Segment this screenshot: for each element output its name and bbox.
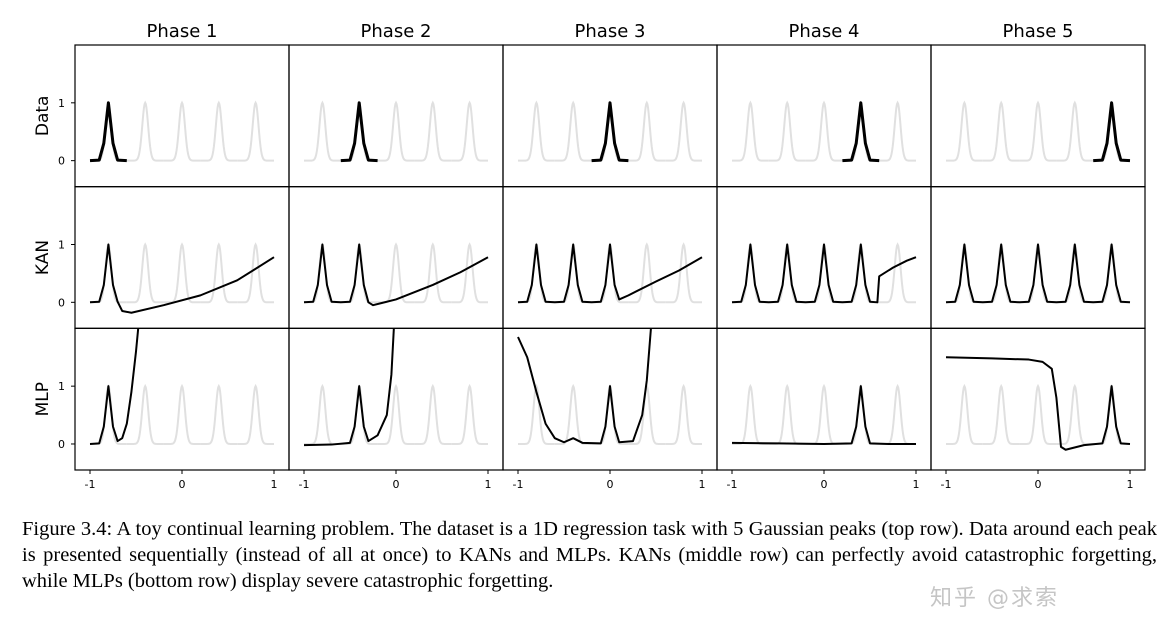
target-peak-data-2-1 — [304, 100, 341, 162]
xtick-label-phase-5--1: -1 — [941, 478, 952, 491]
xtick-label-phase-2-1: 1 — [485, 478, 492, 491]
target-peak-mlp-1-3 — [163, 383, 201, 445]
curve-kan-phase-2 — [303, 243, 489, 307]
row-label-kan: KAN — [33, 240, 53, 275]
target-peak-kan-3-5 — [665, 242, 702, 304]
target-peak-kan-1-3 — [163, 242, 201, 304]
target-peak-mlp-3-1 — [518, 383, 555, 445]
xtick-label-phase-2-0: 0 — [393, 478, 400, 491]
target-peak-data-2-3 — [377, 100, 415, 162]
target-peak-mlp-5-1 — [946, 383, 983, 445]
target-peak-mlp-2-1 — [304, 383, 341, 445]
target-peak-mlp-3-5 — [665, 383, 702, 445]
figure-grid: Phase 1 Phase 2 Phase 3 Phase 4 Phase 5 Data 0… — [33, 21, 1146, 491]
target-peak-data-1-5 — [237, 100, 274, 162]
xtick-label-phase-3-0: 0 — [607, 478, 614, 491]
column-title-phase-2: Phase 2 — [361, 21, 432, 42]
target-peak-data-2-5 — [451, 100, 488, 162]
curve-kan-phase-3 — [517, 243, 703, 304]
target-peak-data-2-4 — [414, 100, 452, 162]
xtick-label-phase-3-1: 1 — [699, 478, 706, 491]
target-peak-kan-3-4 — [628, 242, 666, 304]
xtick-label-phase-5-1: 1 — [1127, 478, 1134, 491]
xtick-label-phase-2--1: -1 — [299, 478, 310, 491]
target-peak-mlp-3-4 — [628, 383, 666, 445]
target-peak-kan-1-2 — [126, 242, 164, 304]
target-peak-data-3-2 — [554, 100, 592, 162]
target-peak-data-4-3 — [805, 100, 843, 162]
curve-data-phase-4 — [842, 101, 880, 163]
target-peak-mlp-5-3 — [1019, 383, 1057, 445]
watermark: 知乎 @求索 — [930, 586, 1059, 611]
target-peak-mlp-1-2 — [126, 383, 164, 445]
target-peak-data-3-4 — [628, 100, 666, 162]
curve-kan-phase-1 — [89, 243, 275, 314]
target-peak-kan-1-4 — [200, 242, 238, 304]
row-label-data: Data — [33, 96, 53, 137]
target-peak-mlp-1-5 — [237, 383, 274, 445]
column-title-phase-4: Phase 4 — [789, 21, 860, 42]
target-peak-kan-1-5 — [237, 242, 274, 304]
target-peak-data-3-5 — [665, 100, 702, 162]
target-peak-data-4-1 — [732, 100, 769, 162]
xtick-label-phase-5-0: 0 — [1035, 478, 1042, 491]
row-label-mlp: MLP — [33, 382, 53, 416]
curve-kan-phase-4 — [731, 243, 917, 304]
xtick-label-phase-4-0: 0 — [821, 478, 828, 491]
xtick-label-phase-1--1: -1 — [85, 478, 96, 491]
target-peak-data-4-2 — [768, 100, 806, 162]
target-peak-mlp-4-2 — [768, 383, 806, 445]
target-peak-data-3-1 — [518, 100, 555, 162]
target-peak-data-5-4 — [1056, 100, 1094, 162]
curve-mlp-phase-5 — [945, 356, 1131, 451]
column-title-phase-3: Phase 3 — [575, 21, 646, 42]
target-peak-data-5-3 — [1019, 100, 1057, 162]
target-peak-mlp-5-4 — [1056, 383, 1094, 445]
xtick-label-phase-4--1: -1 — [727, 478, 738, 491]
target-peak-kan-4-5 — [879, 242, 916, 304]
ytick-label-data-1: 1 — [58, 97, 65, 110]
target-peak-mlp-1-4 — [200, 383, 238, 445]
curve-mlp-phase-1 — [89, 328, 140, 445]
curve-data-phase-2 — [340, 101, 378, 163]
curve-kan-phase-5 — [945, 243, 1131, 304]
target-peak-mlp-4-3 — [805, 383, 843, 445]
target-peak-data-1-2 — [126, 100, 164, 162]
target-peak-kan-2-5 — [451, 242, 488, 304]
column-title-phase-1: Phase 1 — [147, 21, 218, 42]
xtick-label-phase-1-1: 1 — [271, 478, 278, 491]
target-peak-data-4-5 — [879, 100, 916, 162]
figure-caption: Figure 3.4: A toy continual learning pro… — [22, 518, 1157, 592]
target-peak-kan-2-4 — [414, 242, 452, 304]
curve-data-phase-5 — [1093, 101, 1131, 163]
target-peak-data-5-1 — [946, 100, 983, 162]
xtick-label-phase-1-0: 0 — [179, 478, 186, 491]
ytick-label-mlp-1: 1 — [58, 380, 65, 393]
target-peak-mlp-4-5 — [879, 383, 916, 445]
target-peak-data-5-2 — [982, 100, 1020, 162]
ytick-label-mlp-0: 0 — [58, 438, 65, 451]
target-peak-data-1-4 — [200, 100, 238, 162]
target-peak-mlp-3-2 — [554, 383, 592, 445]
ytick-label-data-0: 0 — [58, 155, 65, 168]
ytick-label-kan-1: 1 — [58, 238, 65, 251]
target-peak-mlp-5-2 — [982, 383, 1020, 445]
curve-mlp-phase-4 — [731, 385, 916, 445]
curve-mlp-phase-3 — [517, 328, 652, 445]
ytick-label-kan-0: 0 — [58, 296, 65, 309]
curve-data-phase-1 — [89, 101, 127, 163]
xtick-label-phase-4-1: 1 — [913, 478, 920, 491]
curve-data-phase-3 — [591, 101, 629, 163]
xtick-label-phase-3--1: -1 — [513, 478, 524, 491]
target-peak-data-1-3 — [163, 100, 201, 162]
curve-mlp-phase-2 — [303, 328, 395, 447]
target-peak-mlp-2-3 — [377, 383, 415, 445]
target-peak-mlp-2-4 — [414, 383, 452, 445]
column-title-phase-5: Phase 5 — [1003, 21, 1074, 42]
target-peak-mlp-2-5 — [451, 383, 488, 445]
target-peak-mlp-4-1 — [732, 383, 769, 445]
